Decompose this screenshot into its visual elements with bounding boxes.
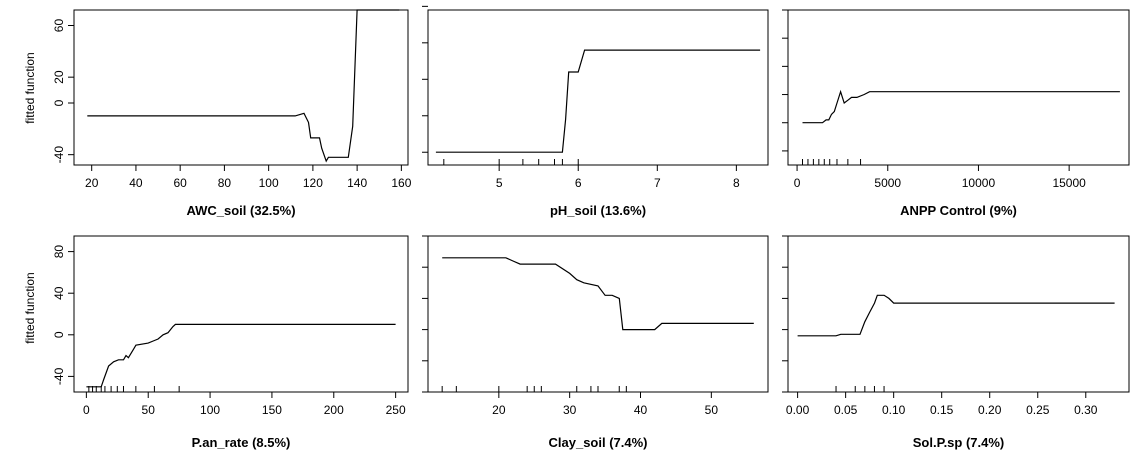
panel-1-frame xyxy=(73,9,409,166)
panel-2-x-tick-label: 5 xyxy=(496,176,503,190)
panel-5-x-tick-label: 50 xyxy=(705,403,719,417)
panel-4-x-tick-label: 200 xyxy=(324,403,344,417)
panel-4-x-tick-label: 0 xyxy=(83,403,90,417)
panel-5-frame xyxy=(427,235,769,393)
panel-4-y-tick-label: -40 xyxy=(52,367,66,385)
panel-1-x-tick-label: 160 xyxy=(391,176,411,190)
panel-5-x-tick-label: 20 xyxy=(492,403,506,417)
panel-3-line xyxy=(802,89,1120,124)
panel-3-x-axis-title: ANPP Control (9%) xyxy=(900,203,1017,218)
panel-3-frame xyxy=(787,9,1130,166)
panel-6-x-axis-title: Sol.P.sp (7.4%) xyxy=(913,435,1005,450)
panel-1-x-tick-label: 40 xyxy=(129,176,143,190)
panel-2-x-tick-label: 7 xyxy=(654,176,661,190)
panel-2-x-axis-title: pH_soil (13.6%) xyxy=(550,203,646,218)
panel-1-x-tick-label: 100 xyxy=(259,176,279,190)
panel-1-x-tick-label: 120 xyxy=(303,176,323,190)
panel-1-x-tick-label: 60 xyxy=(173,176,187,190)
y-axis-title-row1: fitted function xyxy=(23,52,37,123)
panel-6-x-tick-label: 0.00 xyxy=(786,403,810,417)
panel-4-line xyxy=(86,323,396,388)
panel-1-line xyxy=(87,9,400,163)
panel-4-frame xyxy=(73,235,409,393)
panel-4-y-tick-label: 80 xyxy=(52,245,66,259)
panel-4-x-tick-label: 100 xyxy=(200,403,220,417)
panel-3-x-tick-label: 15000 xyxy=(1052,176,1086,190)
panel-6-x-tick-label: 0.25 xyxy=(1026,403,1050,417)
panel-1-y-tick-label: 60 xyxy=(52,19,66,33)
panel-3-x-tick-label: 5000 xyxy=(874,176,901,190)
panel-4-x-tick-label: 150 xyxy=(262,403,282,417)
panel-6-x-tick-label: 0.30 xyxy=(1074,403,1098,417)
panel-5-x-tick-label: 30 xyxy=(563,403,577,417)
panel-4-x-tick-label: 250 xyxy=(386,403,406,417)
panel-6-x-tick-label: 0.05 xyxy=(834,403,858,417)
panel-1-y-tick-label: -40 xyxy=(52,146,66,164)
y-axis-title-row2: fitted function xyxy=(23,272,37,343)
panel-5-x-tick-label: 40 xyxy=(634,403,648,417)
panel-2-x-tick-label: 8 xyxy=(733,176,740,190)
panel-5-x-axis-title: Clay_soil (7.4%) xyxy=(549,435,648,450)
panel-2-x-tick-label: 6 xyxy=(575,176,582,190)
panel-1-x-tick-label: 140 xyxy=(347,176,367,190)
panel-2-line xyxy=(435,49,761,153)
panel-6-x-tick-label: 0.20 xyxy=(978,403,1002,417)
panel-6-frame xyxy=(787,235,1130,393)
panel-1-x-tick-label: 80 xyxy=(218,176,232,190)
panel-1-x-axis-title: AWC_soil (32.5%) xyxy=(186,203,295,218)
panel-2-frame xyxy=(427,9,769,166)
panel-1-y-tick-label: 20 xyxy=(52,70,66,84)
panel-6-x-tick-label: 0.10 xyxy=(882,403,906,417)
panel-6-x-tick-label: 0.15 xyxy=(930,403,954,417)
panel-4-y-tick-label: 0 xyxy=(52,331,66,338)
panel-1-x-tick-label: 20 xyxy=(85,176,99,190)
panel-5-line xyxy=(442,257,754,331)
panel-1-y-tick-label: 0 xyxy=(52,99,66,106)
panel-4-x-axis-title: P.an_rate (8.5%) xyxy=(192,435,291,450)
panel-4-x-tick-label: 50 xyxy=(142,403,156,417)
panel-4-y-tick-label: 40 xyxy=(52,286,66,300)
panel-3-x-tick-label: 10000 xyxy=(962,176,996,190)
panel-6-line xyxy=(797,294,1115,337)
panel-3-x-tick-label: 0 xyxy=(794,176,801,190)
